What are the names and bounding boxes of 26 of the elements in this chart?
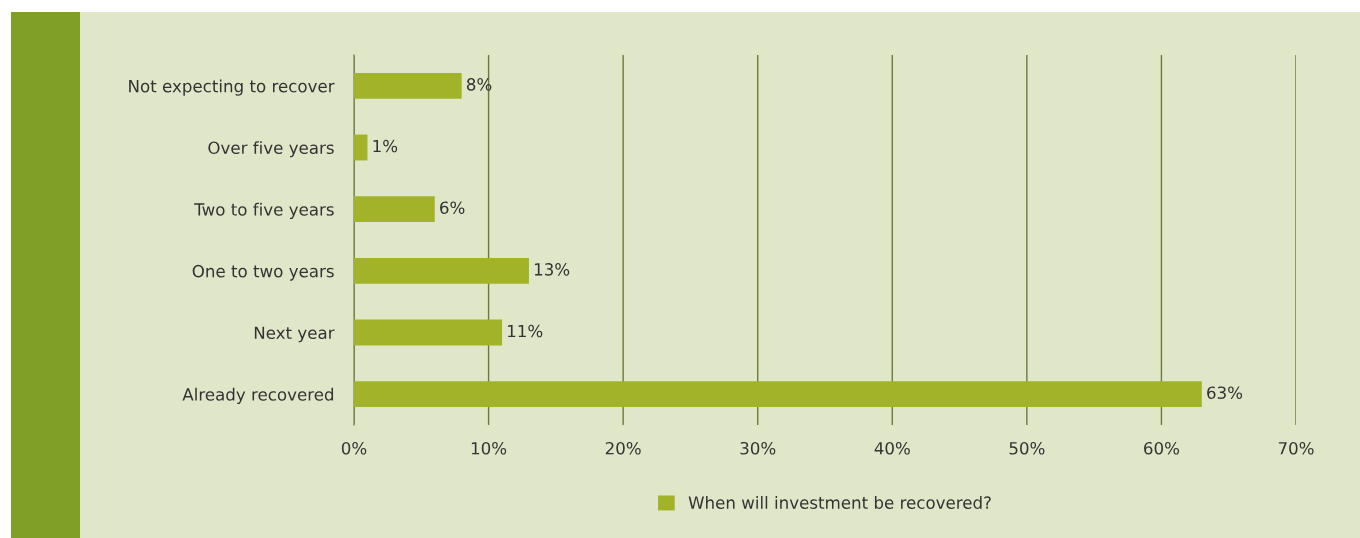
bar	[354, 319, 503, 346]
bar	[354, 196, 435, 223]
x-tick-label: 10%	[471, 441, 507, 455]
y-tick-label: Already recovered	[182, 387, 334, 404]
x-tick-label: 0%	[341, 441, 367, 455]
legend-label: When will investment be recovered?	[688, 496, 991, 509]
data-label: 63%	[1207, 386, 1243, 399]
y-tick-label: Not expecting to recover	[129, 79, 335, 96]
bar	[354, 72, 462, 99]
x-tick-label: 50%	[1009, 441, 1045, 455]
y-tick-label: Over five years	[208, 141, 334, 158]
y-tick-label: Two to five years	[194, 202, 334, 219]
data-label: 6%	[440, 201, 465, 214]
bar	[354, 257, 529, 284]
data-label: 13%	[534, 263, 570, 276]
y-tick-label: One to two years	[192, 264, 334, 281]
bar	[354, 381, 1202, 408]
data-label: 11%	[508, 324, 543, 338]
x-tick-label: 70%	[1278, 441, 1314, 455]
x-tick-label: 20%	[605, 441, 641, 455]
x-tick-label: 40%	[874, 441, 910, 455]
x-tick-label: 30%	[740, 441, 776, 455]
data-label: 1%	[373, 139, 398, 153]
y-tick-label: Next year	[254, 326, 335, 343]
bar	[354, 134, 368, 161]
x-tick-label: 60%	[1144, 441, 1180, 455]
